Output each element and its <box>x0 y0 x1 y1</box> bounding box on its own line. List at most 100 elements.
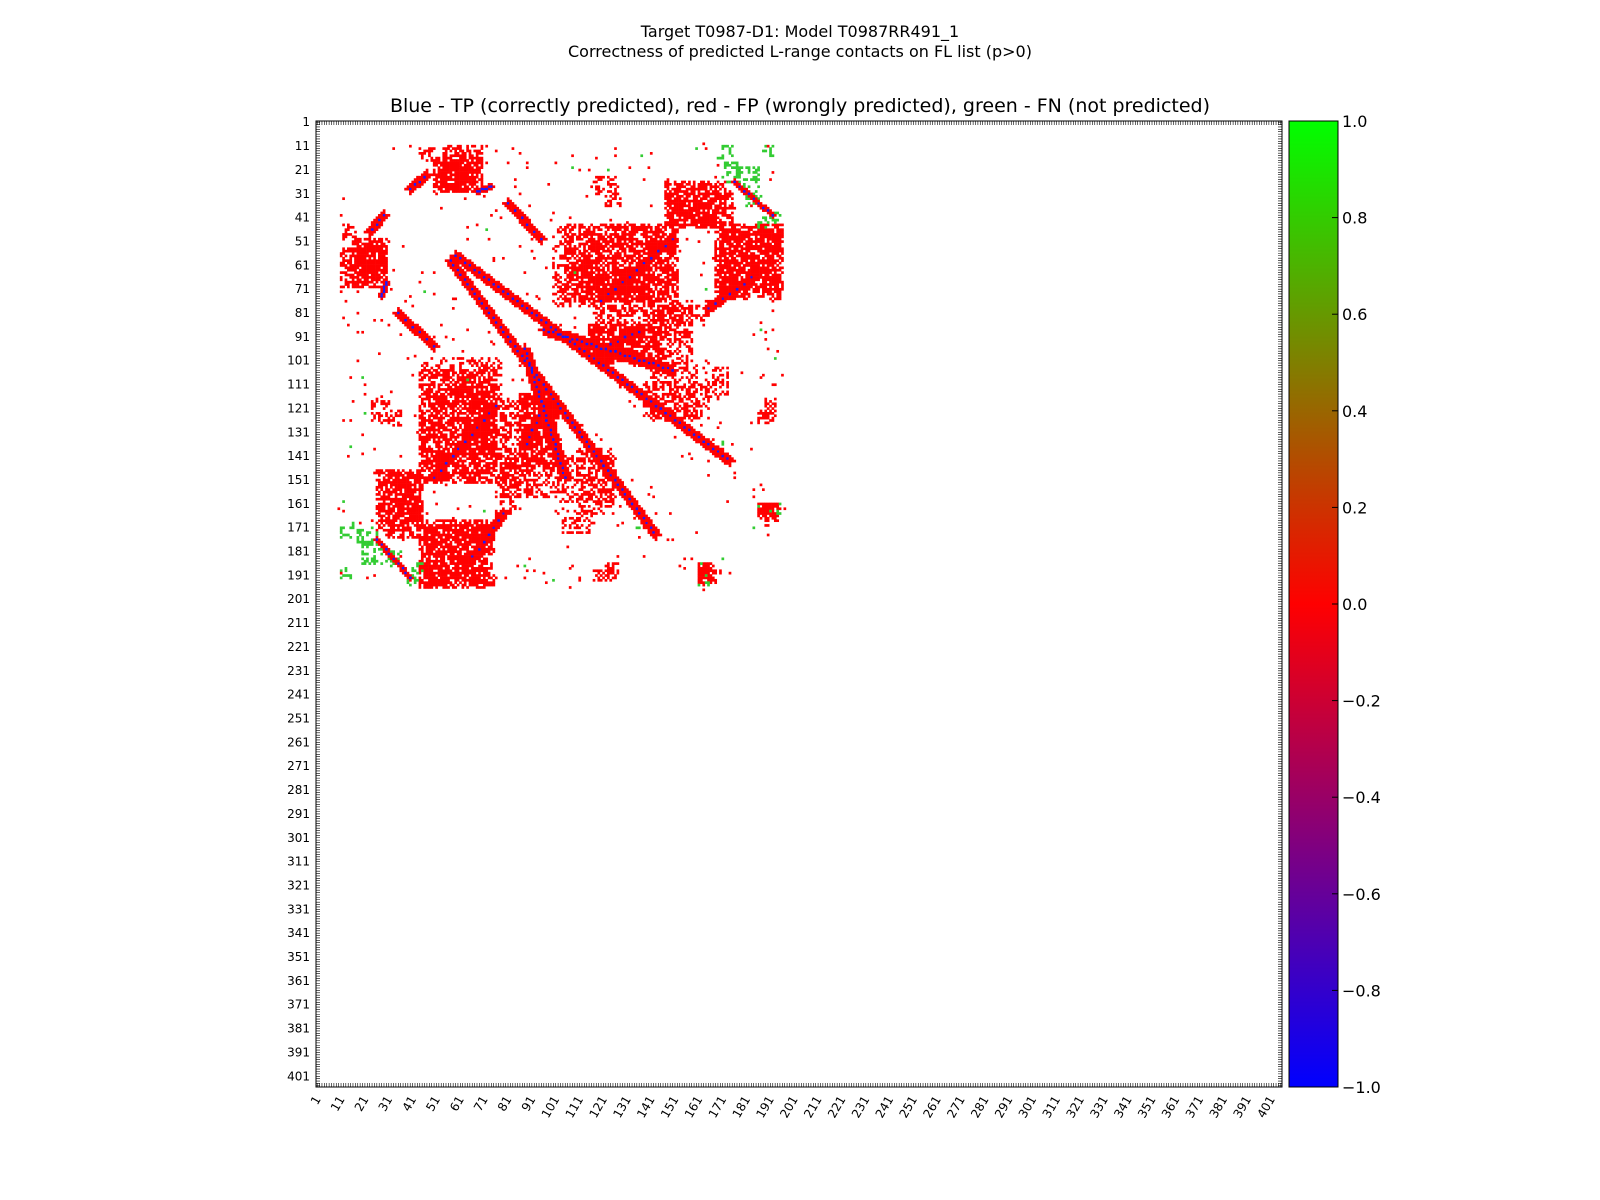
heatmap-cell-fp <box>709 223 713 227</box>
heatmap-cell-fp <box>633 292 636 296</box>
heatmap-cell-fp <box>657 347 660 351</box>
heatmap-cell-fp <box>494 509 498 513</box>
heatmap-cell-fp <box>626 254 629 258</box>
heatmap-cell-fp <box>454 443 458 446</box>
heatmap-cell-fp <box>614 323 617 327</box>
heatmap-cell-fp <box>521 416 524 420</box>
heatmap-cell-fp <box>463 474 467 477</box>
heatmap-cell-fp <box>745 271 749 274</box>
heatmap-cell-fp <box>642 299 646 303</box>
heatmap-cell-fp <box>473 402 477 406</box>
heatmap-cell-fp <box>447 550 450 554</box>
heatmap-cell-fp <box>499 466 503 470</box>
heatmap-cell-fp <box>773 247 777 251</box>
heatmap-cell-fp <box>478 533 481 537</box>
heatmap-cell-fp <box>442 547 446 551</box>
heatmap-cell-fp <box>568 256 572 260</box>
heatmap-cell-fp <box>778 290 782 294</box>
heatmap-cell-fp <box>456 175 460 179</box>
heatmap-cell-fp <box>406 512 410 515</box>
heatmap-cell-fp <box>487 524 491 527</box>
heatmap-cell-fp <box>587 330 591 334</box>
heatmap-cell-fp <box>475 443 479 446</box>
heatmap-cell-fp <box>471 171 474 174</box>
heatmap-cell-fp <box>604 283 608 286</box>
heatmap-cell-fp <box>535 445 539 449</box>
heatmap-cell-fp <box>642 235 646 239</box>
heatmap-cell-fp <box>380 264 384 267</box>
heatmap-cell-fp <box>618 225 622 229</box>
heatmap-cell-fp <box>518 450 522 453</box>
heatmap-cell-fp <box>482 576 486 580</box>
heatmap-cell-fp <box>723 235 727 239</box>
heatmap-cell-fp <box>709 202 713 205</box>
heatmap-cell-fp <box>473 416 477 420</box>
heatmap-cell-fp <box>420 409 424 413</box>
heatmap-cell-fp <box>504 459 508 463</box>
heatmap-cell-fp <box>638 338 641 341</box>
heatmap-cell-fp <box>380 280 384 284</box>
heatmap-cell-fp <box>630 276 634 279</box>
heatmap-cell-fp <box>444 447 448 451</box>
heatmap-cell-fp <box>561 256 565 260</box>
heatmap-cell-fp <box>602 256 605 260</box>
heatmap-cell-fp <box>544 428 548 432</box>
heatmap-cell-fp <box>561 235 565 239</box>
heatmap-cell-fp <box>442 466 446 470</box>
heatmap-cell-fp <box>645 295 648 298</box>
heatmap-cell-fp <box>695 314 698 317</box>
heatmap-cell-fp <box>564 247 567 251</box>
heatmap-cell-fp <box>454 571 458 575</box>
heatmap-cell-fp <box>401 533 405 537</box>
heatmap-cell-fp <box>461 428 465 432</box>
heatmap-cell-fp <box>533 392 536 396</box>
heatmap-cell-fp <box>554 421 558 425</box>
heatmap-cell-fp <box>771 254 775 258</box>
heatmap-cell-fp <box>649 273 653 277</box>
heatmap-cell-fp <box>614 252 617 255</box>
heatmap-cell-fp <box>530 395 534 398</box>
heatmap-cell-fp <box>609 237 613 241</box>
heatmap-cell-fp <box>521 404 524 408</box>
heatmap-cell-fp <box>773 261 777 265</box>
heatmap-cell-fp <box>595 259 598 263</box>
heatmap-cell-fp <box>592 283 596 286</box>
heatmap-cell-fp <box>771 295 775 298</box>
heatmap-cell-fp <box>759 271 763 274</box>
heatmap-cell-fp <box>499 400 503 403</box>
heatmap-cell-fp <box>463 171 467 174</box>
heatmap-cell-fp <box>482 543 486 546</box>
heatmap-cell-fp <box>502 474 505 477</box>
heatmap-cell-fp <box>521 454 524 458</box>
heatmap-cell-fp <box>616 345 620 348</box>
heatmap-cell-fp <box>449 388 453 391</box>
heatmap-cell-fp <box>609 225 613 229</box>
heatmap-cell-fp <box>592 304 596 308</box>
heatmap-cell-fp <box>595 261 598 265</box>
heatmap-cell-fp <box>389 533 393 537</box>
heatmap-cell-fp <box>616 237 620 241</box>
heatmap-cell-fp <box>499 485 503 489</box>
heatmap-cell-fp <box>750 278 753 282</box>
heatmap-cell-fp <box>666 202 670 205</box>
heatmap-cell-fp <box>642 230 646 234</box>
heatmap-cell-fp <box>468 555 472 558</box>
heatmap-cell-fp <box>614 225 617 229</box>
heatmap-cell-fp <box>394 500 398 503</box>
heatmap-cell-fp <box>733 297 737 301</box>
heatmap-cell-fp <box>416 536 419 539</box>
heatmap-cell-fp <box>509 490 512 494</box>
heatmap-cell-fp <box>463 583 467 587</box>
heatmap-cell-fp <box>466 180 469 184</box>
heatmap-cell-fp <box>442 531 446 534</box>
heatmap-cell-fp <box>723 259 727 263</box>
heatmap-cell-fp <box>447 531 450 534</box>
heatmap-cell-fp <box>463 380 467 384</box>
heatmap-cell-fp <box>700 211 703 215</box>
heatmap-cell-fp <box>530 411 534 415</box>
heatmap-cell-fp <box>432 435 436 439</box>
heatmap-cell-fp <box>385 264 388 267</box>
heatmap-cell-fp <box>487 378 491 382</box>
heatmap-cell-fp <box>485 366 489 370</box>
heatmap-cell-fp <box>416 476 419 480</box>
